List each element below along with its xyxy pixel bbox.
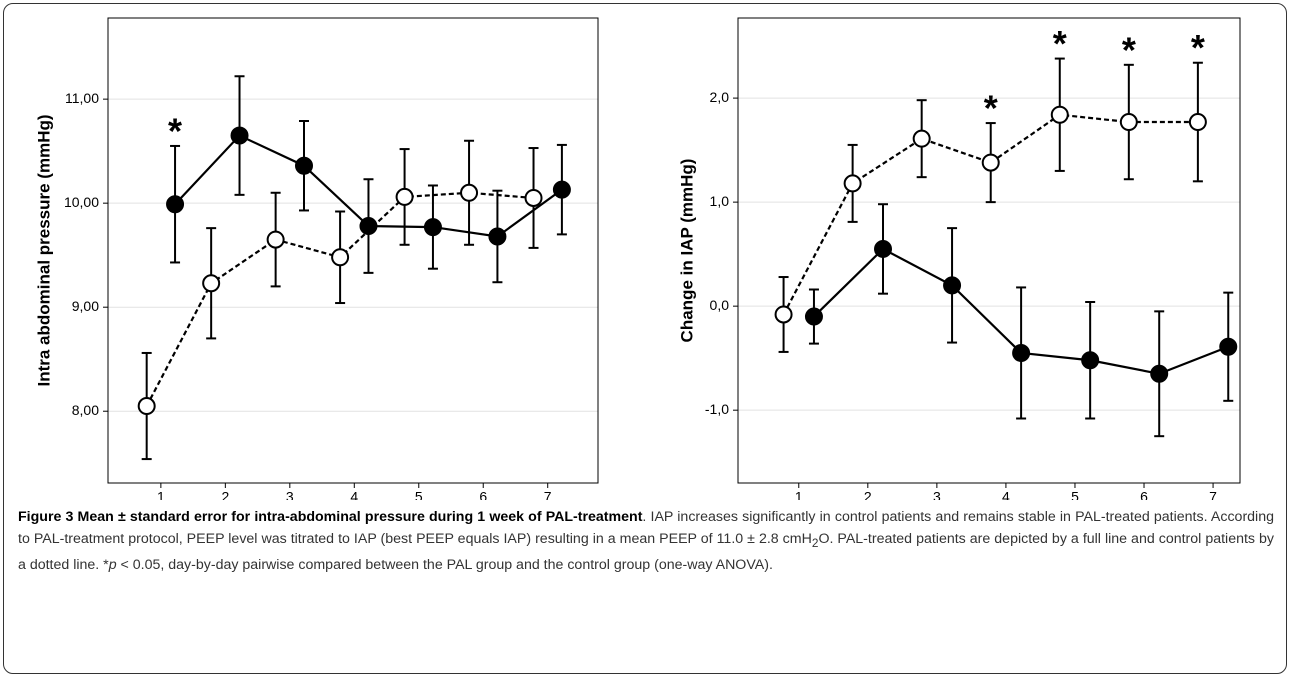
x-tick-label: 1: [795, 489, 803, 500]
significance-marker: *: [984, 88, 998, 129]
x-tick-label: 5: [415, 489, 423, 500]
caption-subscript: 2: [811, 535, 819, 550]
data-point: [774, 305, 793, 324]
x-tick-label: 6: [479, 489, 487, 500]
data-point: [1150, 364, 1169, 383]
plot-frame: [737, 17, 1241, 484]
data-point: [423, 218, 442, 237]
data-point: [488, 227, 507, 246]
significance-marker: *: [168, 110, 182, 151]
data-point: [395, 187, 414, 206]
data-point: [843, 174, 862, 193]
data-point: [804, 307, 823, 326]
data-point: [331, 248, 350, 267]
x-tick-label: 6: [1140, 489, 1148, 500]
figure-caption: Figure 3 Mean ± standard error for intra…: [18, 506, 1274, 576]
x-tick-label: 4: [1002, 489, 1010, 500]
caption-text: < 0.05, day-by-day pairwise compared bet…: [116, 556, 773, 573]
data-point: [137, 397, 156, 416]
data-point: [552, 180, 571, 199]
data-point: [1188, 113, 1207, 132]
data-point: [166, 195, 185, 214]
data-point: [359, 217, 378, 236]
x-tick-label: 1: [157, 489, 165, 500]
figure-frame: [3, 3, 1287, 674]
caption-text: . IAP increases significantly in control…: [18, 509, 1274, 547]
y-tick-label: 2,0: [710, 89, 730, 105]
y-tick-label: 0,0: [710, 297, 730, 313]
x-tick-label: 3: [286, 489, 294, 500]
data-point: [460, 183, 479, 202]
x-tick-label: 4: [350, 489, 358, 500]
y-tick-label: 9,00: [72, 298, 99, 314]
plot-frame: [107, 17, 599, 484]
y-axis-title: Intra abdominal pressure (mmHg): [34, 114, 53, 386]
data-point: [266, 230, 285, 249]
data-point: [874, 239, 893, 258]
y-tick-label: -1,0: [705, 401, 729, 417]
caption-italic: p: [108, 556, 117, 573]
data-point: [912, 129, 931, 148]
y-tick-label: 10,00: [64, 194, 99, 210]
y-tick-label: 8,00: [72, 402, 99, 418]
significance-marker: *: [1053, 23, 1067, 64]
x-tick-label: 7: [1209, 489, 1217, 500]
x-tick-label: 2: [221, 489, 229, 500]
data-point: [981, 153, 1000, 172]
data-point: [1012, 343, 1031, 362]
data-point: [1219, 337, 1238, 356]
x-tick-label: 5: [1071, 489, 1079, 500]
data-point: [1050, 105, 1069, 124]
data-point: [1119, 113, 1138, 132]
data-point: [295, 156, 313, 175]
data-point: [1081, 351, 1100, 370]
y-axis-title: Change in IAP (mmHg): [677, 159, 696, 343]
x-tick-label: 2: [864, 489, 872, 500]
y-tick-label: 1,0: [710, 193, 730, 209]
data-point: [230, 126, 249, 145]
x-tick-label: 3: [933, 489, 941, 500]
x-tick-label: 7: [544, 489, 552, 500]
caption-title: Figure 3 Mean ± standard error for intra…: [18, 509, 643, 525]
data-point: [524, 188, 543, 207]
significance-marker: *: [1191, 27, 1205, 68]
data-point: [943, 276, 962, 295]
data-point: [202, 274, 221, 293]
caption-text: O. PAL-treated patients are depicted by …: [18, 531, 1274, 573]
y-tick-label: 11,00: [65, 90, 99, 106]
significance-marker: *: [1122, 29, 1136, 70]
